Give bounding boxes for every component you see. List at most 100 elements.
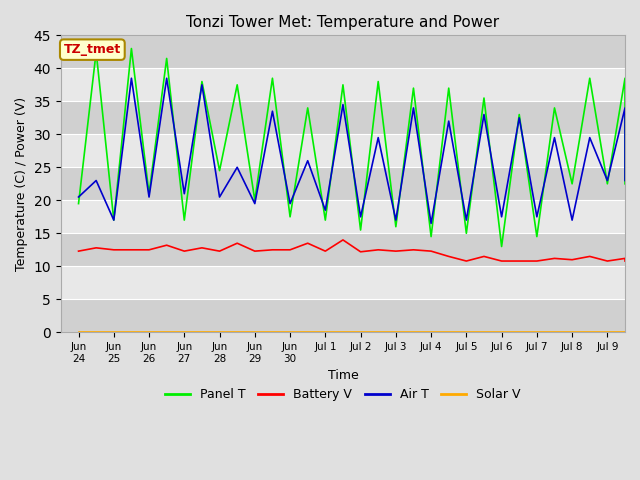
Solar V (568, 329, 576, 335)
Air T (463, 217, 470, 223)
Panel T (498, 244, 506, 250)
Bar (61, 101, 625, 134)
Battery V (410, 247, 417, 252)
Y-axis label: Temperature (C) / Power (V): Temperature (C) / Power (V) (15, 97, 28, 271)
Panel T (392, 224, 399, 229)
Battery V (621, 258, 629, 264)
Solar V (321, 329, 329, 335)
Battery V (145, 247, 153, 252)
Solar V (339, 329, 347, 335)
Panel T (198, 79, 206, 84)
Solar V (145, 329, 153, 335)
Panel T (374, 79, 382, 84)
Solar V (586, 329, 593, 335)
Solar V (269, 329, 276, 335)
Air T (410, 105, 417, 111)
Solar V (234, 329, 241, 335)
Panel T (480, 95, 488, 101)
Solar V (445, 329, 452, 335)
Air T (321, 207, 329, 213)
Air T (604, 178, 611, 183)
Solar V (304, 329, 312, 335)
Air T (428, 220, 435, 226)
Panel T (180, 217, 188, 223)
Air T (234, 165, 241, 170)
Air T (145, 194, 153, 200)
Solar V (286, 329, 294, 335)
Air T (621, 178, 629, 183)
Solar V (621, 329, 629, 335)
Air T (392, 217, 399, 223)
Panel T (251, 197, 259, 203)
Text: TZ_tmet: TZ_tmet (64, 43, 121, 56)
Battery V (304, 240, 312, 246)
Air T (374, 135, 382, 141)
Air T (550, 135, 558, 141)
Panel T (304, 105, 312, 111)
Panel T (339, 82, 347, 88)
Line: Air T: Air T (79, 78, 625, 223)
Panel T (216, 168, 223, 173)
Air T (568, 217, 576, 223)
Solar V (480, 329, 488, 335)
Solar V (410, 329, 417, 335)
Solar V (198, 329, 206, 335)
Battery V (604, 258, 611, 264)
Battery V (127, 247, 135, 252)
Air T (480, 112, 488, 118)
Solar V (216, 329, 223, 335)
Battery V (533, 258, 541, 264)
Battery V (480, 253, 488, 259)
Battery V (568, 257, 576, 263)
Panel T (445, 85, 452, 91)
Battery V (234, 240, 241, 246)
Air T (92, 178, 100, 183)
Line: Panel T: Panel T (79, 48, 625, 247)
Line: Battery V: Battery V (79, 240, 625, 261)
Battery V (251, 248, 259, 254)
Solar V (463, 329, 470, 335)
Air T (75, 194, 83, 200)
Battery V (92, 245, 100, 251)
Air T (110, 217, 118, 223)
Bar (61, 168, 625, 200)
Solar V (498, 329, 506, 335)
Panel T (568, 181, 576, 187)
Panel T (163, 56, 170, 61)
Air T (621, 105, 629, 111)
Panel T (604, 181, 611, 187)
Battery V (621, 255, 629, 261)
Panel T (550, 105, 558, 111)
Panel T (145, 191, 153, 197)
Solar V (604, 329, 611, 335)
Battery V (75, 248, 83, 254)
Battery V (339, 237, 347, 243)
Air T (180, 191, 188, 197)
Panel T (356, 227, 364, 233)
Battery V (515, 258, 523, 264)
Battery V (586, 253, 593, 259)
Battery V (392, 248, 399, 254)
Air T (498, 214, 506, 220)
Panel T (463, 230, 470, 236)
Title: Tonzi Tower Met: Temperature and Power: Tonzi Tower Met: Temperature and Power (186, 15, 499, 30)
Air T (586, 135, 593, 141)
Solar V (356, 329, 364, 335)
Battery V (216, 248, 223, 254)
Battery V (374, 247, 382, 252)
Air T (515, 115, 523, 120)
Panel T (515, 112, 523, 118)
Air T (198, 82, 206, 88)
Air T (251, 201, 259, 206)
Battery V (286, 247, 294, 252)
Air T (286, 201, 294, 206)
Bar (61, 300, 625, 332)
Bar (61, 36, 625, 68)
Solar V (533, 329, 541, 335)
Air T (356, 214, 364, 220)
Battery V (110, 247, 118, 252)
Panel T (110, 217, 118, 223)
Air T (127, 75, 135, 81)
Battery V (198, 245, 206, 251)
Battery V (356, 249, 364, 255)
